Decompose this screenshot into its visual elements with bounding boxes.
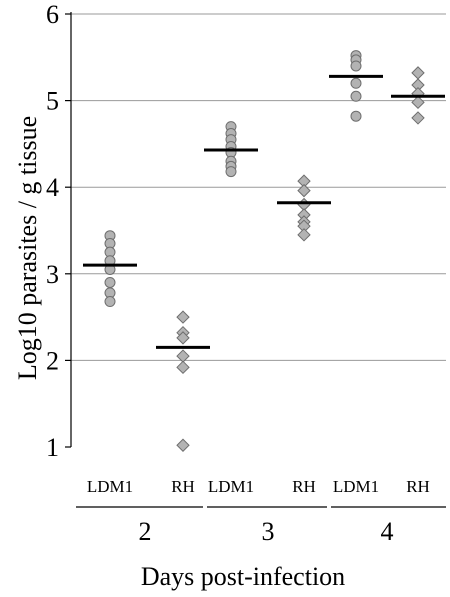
y-ticks: 1 2 3 4 5 6 [46, 0, 71, 462]
strain-label: RH [292, 477, 316, 496]
data-point-diamond [297, 183, 311, 198]
strain-label: LDM1 [333, 477, 379, 496]
data-point-diamond [176, 438, 190, 452]
data-point-circle [350, 60, 362, 72]
y-tick-label: 3 [46, 260, 59, 289]
data-point-circle [350, 90, 362, 102]
data-point-diamond [176, 310, 190, 324]
data-point-diamond [176, 331, 190, 345]
x-labels: LDM1 RH 2 LDM1 RH 3 LDM1 RH 4 [76, 477, 446, 546]
data-point-circle [350, 77, 362, 89]
data-points [104, 50, 425, 452]
data-point-diamond [411, 111, 425, 125]
strain-label: LDM1 [208, 477, 254, 496]
y-tick-label: 4 [46, 173, 59, 202]
strain-label: RH [406, 477, 430, 496]
day-label: 3 [262, 517, 275, 546]
y-axis-title: Log10 parasites / g tissue [13, 116, 42, 380]
data-point-diamond [411, 95, 425, 110]
data-point-circle [104, 276, 116, 288]
y-tick-label: 6 [46, 0, 59, 29]
strain-label: RH [171, 477, 195, 496]
data-point-circle [225, 166, 237, 178]
x-axis-title: Days post-infection [141, 562, 345, 591]
y-tick-label: 1 [46, 433, 59, 462]
data-point-circle [104, 296, 116, 308]
strain-label: LDM1 [87, 477, 133, 496]
mean-lines [83, 74, 445, 349]
data-point-diamond [297, 228, 311, 242]
day-label: 4 [381, 517, 394, 546]
day-label: 2 [139, 517, 152, 546]
gridlines [71, 13, 446, 361]
y-tick-label: 2 [46, 346, 59, 375]
data-point-diamond [176, 360, 190, 375]
data-point-circle [350, 110, 362, 122]
data-point-diamond [411, 66, 425, 80]
y-tick-label: 5 [46, 87, 59, 116]
